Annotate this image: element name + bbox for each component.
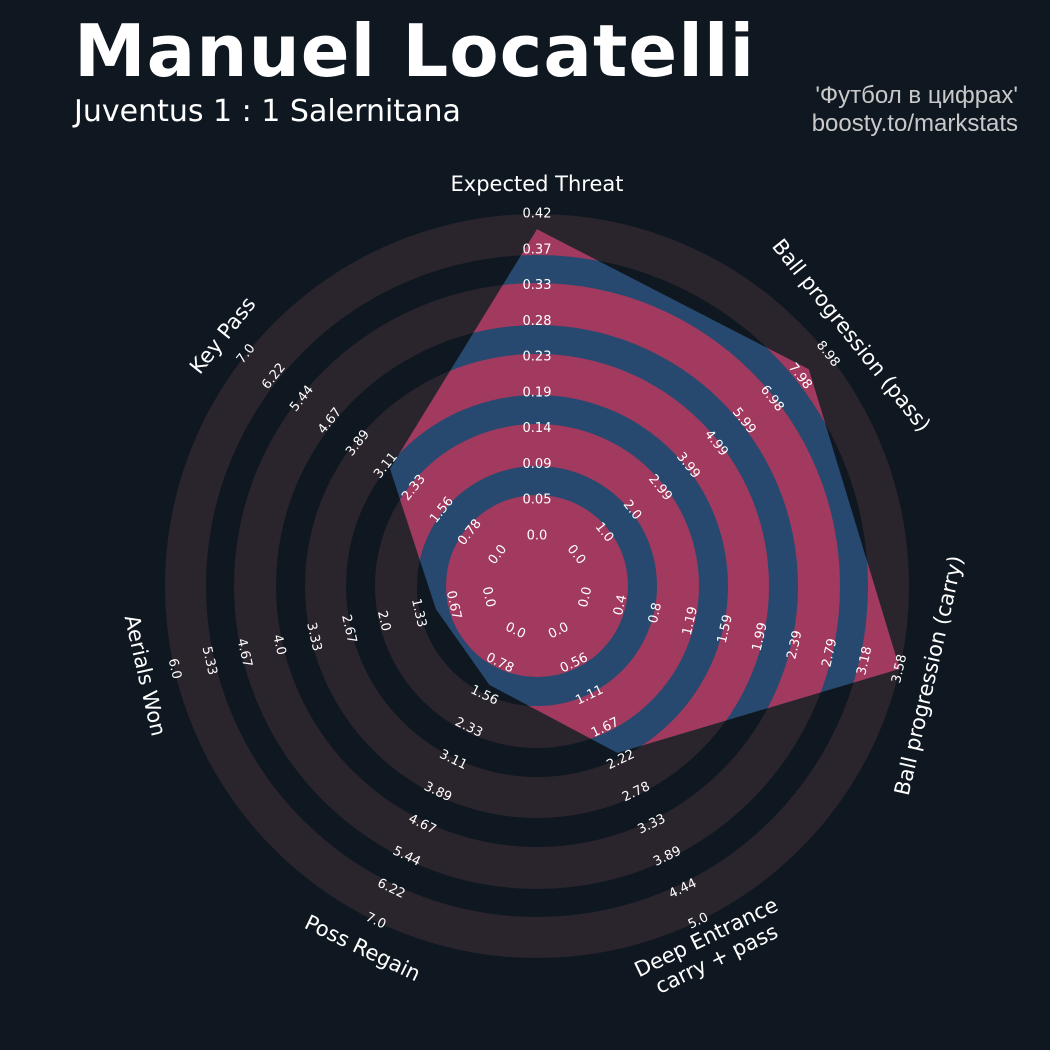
polygon-highlight-rings — [390, 229, 900, 753]
tick-label: 3.33 — [303, 621, 324, 653]
tick-label: 0.42 — [523, 207, 552, 222]
tick-label: 0.0 — [479, 585, 498, 609]
tick-label: 0.33 — [523, 278, 552, 293]
tick-label: 0.0 — [576, 585, 595, 609]
match-subtitle: Juventus 1 : 1 Salernitana — [74, 94, 461, 129]
tick-label: 1.99 — [750, 621, 771, 653]
tick-label: 0.28 — [523, 314, 552, 329]
tick-label: 0.19 — [523, 385, 552, 400]
tick-label: 0.05 — [523, 493, 552, 508]
credit-channel: 'Футбол в цифрах' — [815, 82, 1018, 109]
tick-label: 2.67 — [338, 613, 359, 645]
tick-label: 2.79 — [819, 637, 840, 669]
axis-label-line: Expected Threat — [451, 172, 624, 196]
tick-label: 0.09 — [523, 457, 552, 472]
tick-label: 4.0 — [269, 633, 288, 657]
tick-label: 0.8 — [646, 601, 665, 625]
tick-label: 0.4 — [611, 593, 630, 617]
tick-label: 2.0 — [374, 609, 393, 633]
tick-label: 1.19 — [680, 605, 701, 637]
tick-label: 2.39 — [784, 629, 805, 661]
player-title: Manuel Locatelli — [74, 9, 756, 93]
tick-label: 0.0 — [527, 529, 548, 544]
axis-label: Expected Threat — [451, 172, 624, 196]
tick-label: 1.59 — [715, 613, 736, 645]
tick-label: 0.37 — [523, 242, 552, 257]
tick-label: 3.18 — [854, 645, 875, 677]
tick-label: 0.14 — [523, 421, 552, 436]
credit-url: boosty.to/markstats — [811, 110, 1018, 137]
axis-label-line: Aerials Won — [120, 613, 171, 739]
axis-label: Aerials Won — [120, 613, 171, 739]
tick-label: 0.67 — [443, 589, 464, 621]
tick-label: 6.0 — [165, 657, 184, 681]
polygon-ring-band — [446, 495, 628, 677]
tick-label: 3.58 — [889, 653, 910, 685]
tick-label: 4.67 — [234, 637, 255, 669]
tick-label: 0.23 — [523, 350, 552, 365]
tick-label: 1.33 — [408, 597, 429, 629]
tick-label: 5.33 — [199, 645, 220, 677]
